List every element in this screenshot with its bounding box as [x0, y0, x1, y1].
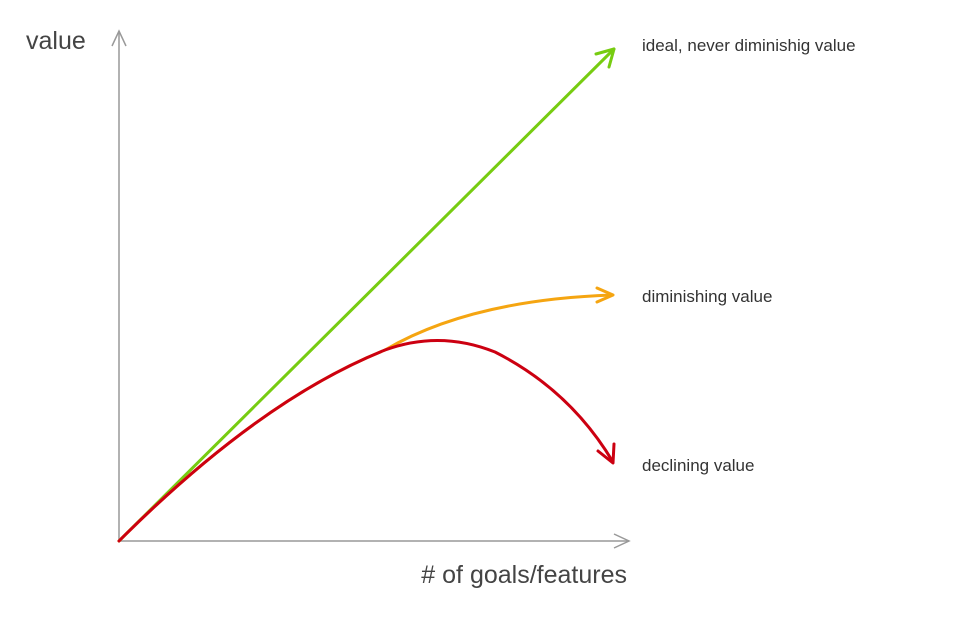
y-axis-arrow	[111, 29, 127, 47]
declining-arrow	[596, 442, 616, 465]
ideal-arrow	[594, 47, 616, 69]
curve-label: diminishing value	[642, 287, 772, 306]
declining-curve	[117, 338, 615, 543]
diminishing-curve	[117, 293, 614, 543]
ideal-line	[117, 47, 616, 543]
curve-label: declining value	[642, 456, 754, 475]
curve-label: ideal, never diminishig value	[642, 36, 856, 55]
y-axis-title: value	[26, 27, 86, 55]
axes	[111, 29, 631, 549]
x-axis-arrow	[613, 533, 631, 549]
x-axis-title: # of goals/features	[421, 561, 627, 589]
diminishing-arrow	[595, 286, 615, 304]
